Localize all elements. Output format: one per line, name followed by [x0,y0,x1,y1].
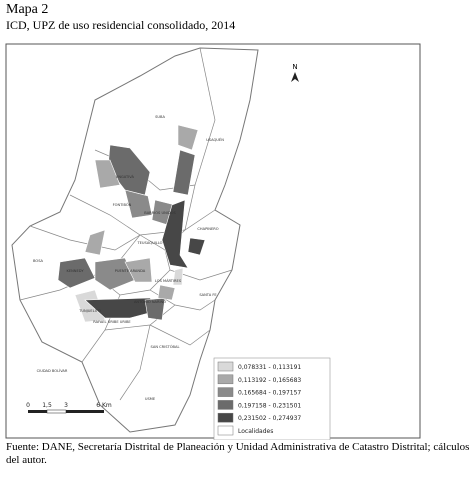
locality-label: FONTIBÓN [113,202,132,207]
locality-label: SAN CRISTÓBAL [151,344,180,349]
legend-label: 0,113192 - 0,165683 [238,377,301,384]
locality-label: BARRIOS UNIDOS [144,211,176,215]
locality-label: TUNJUELITO [78,309,101,313]
locality-label: TEUSAQUILLO [136,241,162,245]
upz-areas [57,124,206,323]
scale-label: 3 [64,402,68,409]
legend-swatch [217,425,234,436]
legend-swatch [217,374,234,385]
map: N SUBA USAQUÉN ENGATIVÁ FONTIBÓN BARRIOS UNI… [5,43,421,440]
locality-label: PUENTE ARANDA [115,269,146,273]
legend-swatch [217,412,234,423]
locality-label: ANTONIO NARIÑO [134,299,166,304]
locality-label: BOSA [33,259,44,263]
subtitle: ICD, UPZ de uso residencial consolidado,… [6,18,236,32]
legend-label: Localidades [238,428,273,435]
legend-swatch [217,361,234,372]
legend-swatch [217,400,234,410]
locality-label: SUBA [155,115,165,119]
locality-label: CIUDAD BOLÍVAR [37,368,68,373]
title: Mapa 2 [6,2,49,17]
north-arrow: N [291,63,299,82]
locality-label: LOS MÁRTIRES [155,278,182,283]
scale-label: 1,5 [42,402,52,409]
locality-label: USME [145,397,156,401]
legend-box [213,357,331,440]
scale-bar [28,409,104,414]
scale-label: 6 Km [96,402,112,409]
legend-label: 0,231502 - 0,274937 [238,415,301,422]
locality-label: SANTA FE [199,293,217,297]
scale-label: 0 [26,402,30,409]
legend-label: 0,078331 - 0,113191 [238,364,301,371]
legend-label: 0,165684 - 0,197157 [238,390,301,397]
locality-label: USAQUÉN [206,137,224,142]
locality-label: RAFAEL URIBE URIBE [93,320,131,324]
locality-label: ENGATIVÁ [116,174,134,179]
locality-label: CHAPINERO [197,227,218,231]
north-label: N [292,63,297,71]
legend-swatch [217,387,234,397]
legend-label: 0,197158 - 0,231501 [238,402,301,409]
legend: 0,078331 - 0,113191 0,113192 - 0,165683 0,… [213,357,331,440]
locality-labels: SUBA USAQUÉN ENGATIVÁ FONTIBÓN BARRIOS UNIDO… [33,115,224,401]
source-note: Fuente: DANE, Secretaría Distrital de Pl… [6,441,470,466]
scale-labels: 0 1,5 3 6 Km [26,402,112,409]
city-outline [11,47,259,433]
locality-label: KENNEDY [66,269,84,273]
